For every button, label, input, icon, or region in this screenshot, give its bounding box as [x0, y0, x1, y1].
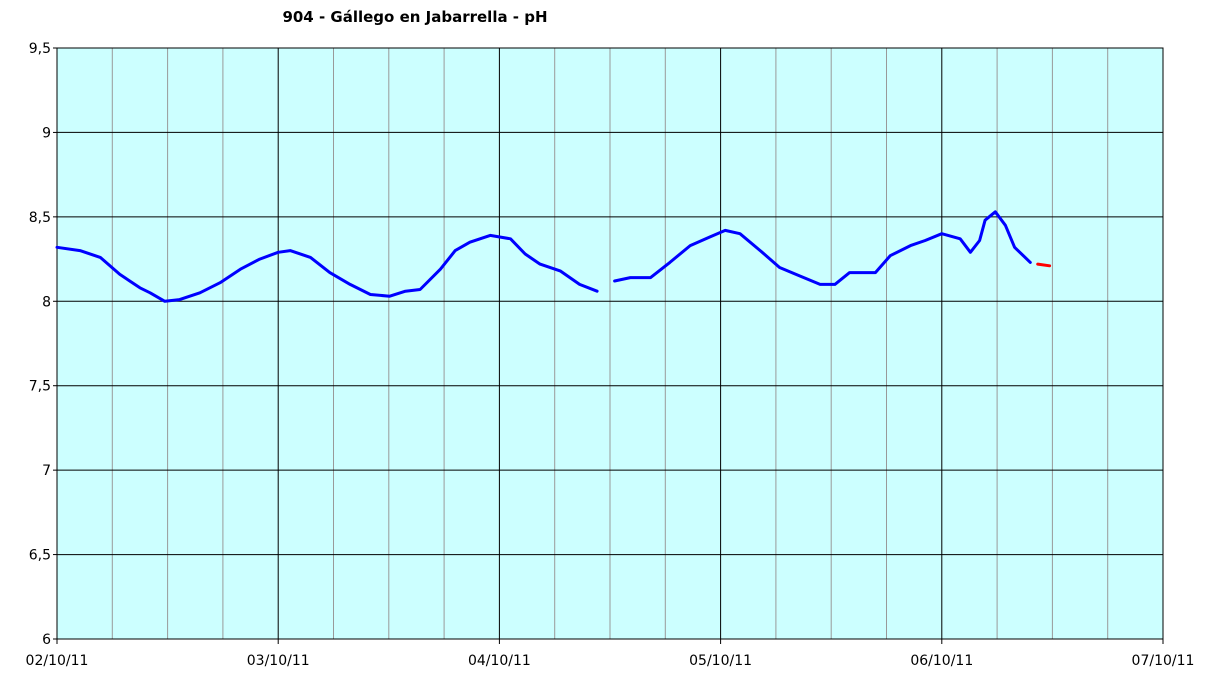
data-line	[55, 210, 1032, 303]
y-tick-label: 8,5	[29, 210, 51, 226]
y-tick-label: 9,5	[29, 41, 51, 57]
y-tick-label: 9	[42, 125, 51, 141]
y-tick-label: 8	[42, 294, 51, 310]
chart-title: 904 - Gállego en Jabarrella - pH	[282, 8, 547, 26]
y-tick-label: 6,5	[29, 548, 51, 564]
x-tick-label: 02/10/11	[26, 653, 89, 669]
plot-border	[56, 47, 1164, 640]
x-tick-label: 03/10/11	[247, 653, 310, 669]
x-tick-label: 05/10/11	[689, 653, 752, 669]
data-line	[1036, 262, 1052, 268]
x-tick-label: 04/10/11	[468, 653, 531, 669]
x-tick-label: 06/10/11	[910, 653, 973, 669]
y-tick-label: 7,5	[29, 379, 51, 395]
x-tick-label: 07/10/11	[1132, 653, 1195, 669]
y-tick-label: 7	[42, 463, 51, 479]
y-tick-label: 6	[42, 632, 51, 648]
